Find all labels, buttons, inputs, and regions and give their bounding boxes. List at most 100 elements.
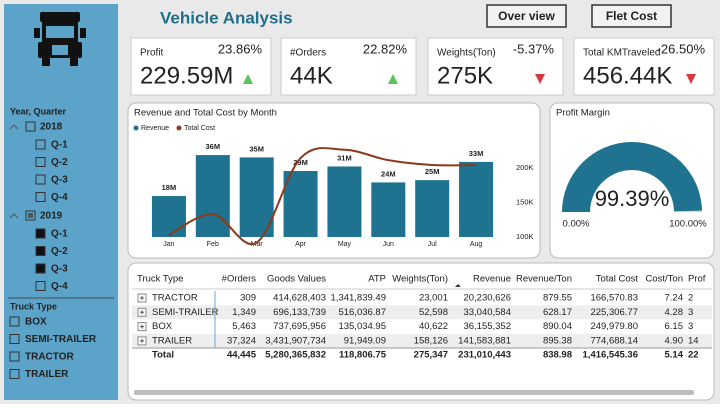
table-cell: 37,324: [227, 335, 256, 346]
expand-plus: [140, 324, 144, 329]
table-cell: 158,126: [414, 335, 448, 346]
slicer-item[interactable]: SEMI-TRAILER: [25, 334, 97, 345]
gauge-panel: [549, 102, 715, 259]
x-tick-label: Aug: [470, 241, 483, 248]
checkbox[interactable]: [9, 334, 20, 344]
cost-line: [168, 146, 477, 246]
legend-label: Revenue: [141, 125, 169, 132]
kpi-card: [130, 37, 272, 96]
total-cell: 22: [688, 350, 699, 361]
table-cell: 135,034.95: [338, 321, 386, 332]
table-cell: 879.55: [543, 293, 572, 304]
table-cell: 36,155,352: [463, 321, 511, 332]
column-header: Revenue/Ton: [516, 274, 572, 285]
slicer-item[interactable]: BOX: [25, 317, 47, 328]
checkbox[interactable]: [25, 121, 36, 132]
column-header: Prof: [688, 274, 706, 285]
chart-title: Revenue and Total Cost by Month: [134, 108, 277, 119]
kpi-label: #Orders: [290, 48, 326, 59]
slicer-title: Year, Quarter: [10, 106, 67, 116]
slicer-item[interactable]: Q-3: [51, 264, 68, 275]
table-cell: 2: [688, 293, 693, 304]
slicer-item[interactable]: Q-2: [51, 157, 68, 168]
sidebar: [4, 4, 118, 400]
column-header: Goods Values: [267, 274, 326, 285]
checkbox[interactable]: [35, 174, 46, 185]
table-cell: 516,036.87: [338, 307, 386, 318]
nav-button-label[interactable]: Flet Cost: [606, 9, 657, 23]
slicer-group[interactable]: 2019: [40, 211, 63, 222]
slicer-item[interactable]: Q-2: [51, 246, 68, 257]
checkbox[interactable]: [35, 157, 46, 167]
data-label: 18M: [162, 183, 177, 192]
column-header: Cost/Ton: [646, 274, 684, 285]
table-cell: 3,431,907,734: [265, 335, 326, 346]
total-cell: 5,280,365,832: [265, 350, 326, 361]
nav-button[interactable]: [591, 4, 672, 28]
kpi-label: Profit: [140, 48, 164, 59]
checkbox[interactable]: [25, 210, 36, 221]
x-tick-label: Jun: [383, 241, 394, 248]
checkbox[interactable]: [9, 316, 20, 327]
checkbox[interactable]: [35, 228, 46, 239]
table-cell: TRACTOR: [152, 293, 198, 304]
gauge-min: 0.00%: [563, 219, 590, 230]
table-cell: 225,306.77: [590, 307, 638, 318]
data-label: 35M: [249, 144, 264, 153]
table-cell: 309: [240, 293, 256, 304]
slicer-item[interactable]: Q-1: [51, 229, 68, 240]
expand-caret: [9, 213, 19, 219]
checkbox[interactable]: [35, 192, 46, 202]
x-tick-label: Mar: [251, 241, 264, 248]
total-cell: 5.14: [665, 350, 684, 361]
nav-button[interactable]: [486, 4, 567, 28]
bar: [327, 166, 362, 237]
expand-plus: [140, 296, 144, 300]
checkbox[interactable]: [35, 139, 46, 150]
table-cell: 52,598: [419, 307, 448, 318]
table-cell: 774,688.14: [590, 335, 638, 346]
gauge-max: 100.00%: [669, 219, 707, 230]
table-cell: 5,463: [232, 321, 256, 332]
data-label: 33M: [469, 149, 484, 158]
slicer-item[interactable]: Q-4: [51, 192, 68, 203]
slicer-group[interactable]: 2018: [40, 122, 63, 133]
data-label: 24M: [381, 169, 396, 178]
legend-label: Total Cost: [184, 125, 215, 132]
y2-tick-label: 200K: [516, 163, 534, 172]
bar: [459, 161, 494, 237]
slicer-item[interactable]: Q-1: [51, 140, 68, 151]
checkbox[interactable]: [9, 351, 20, 362]
scrollbar[interactable]: [134, 390, 694, 395]
slicer-item[interactable]: Q-4: [51, 281, 68, 292]
checkbox[interactable]: [35, 246, 46, 256]
slicer-title: Truck Type: [10, 301, 57, 311]
total-cell: 275,347: [414, 350, 448, 361]
bar: [239, 157, 274, 237]
kpi-change: -26.50%: [657, 41, 706, 56]
checkbox[interactable]: [9, 369, 20, 379]
up-arrow: [388, 74, 398, 84]
checkbox[interactable]: [35, 281, 46, 291]
slicer-item[interactable]: TRAILER: [25, 369, 69, 380]
total-cell: 838.98: [543, 350, 572, 361]
legend-marker: [133, 125, 139, 131]
chart-title: Profit Margin: [556, 108, 610, 119]
kpi-value: 456.44K: [583, 62, 672, 89]
nav-button-label[interactable]: Over view: [498, 9, 555, 23]
slicer-item[interactable]: TRACTOR: [25, 352, 74, 363]
column-header: Revenue: [473, 274, 511, 285]
total-cell: 231,010,443: [458, 350, 511, 361]
column-header: Total Cost: [596, 274, 639, 285]
sort-indicator: [455, 284, 461, 287]
slicer-item[interactable]: Q-3: [51, 175, 68, 186]
table-cell: 3: [688, 321, 693, 332]
table-cell: 33,040,584: [463, 307, 511, 318]
table-cell: 737,695,956: [273, 321, 326, 332]
truck-icon: [34, 12, 86, 66]
expand-plus: [140, 338, 144, 343]
checkbox[interactable]: [35, 263, 46, 274]
table-cell: 20,230,626: [463, 293, 511, 304]
checkbox-partial[interactable]: [28, 213, 33, 218]
legend-marker: [176, 125, 182, 131]
